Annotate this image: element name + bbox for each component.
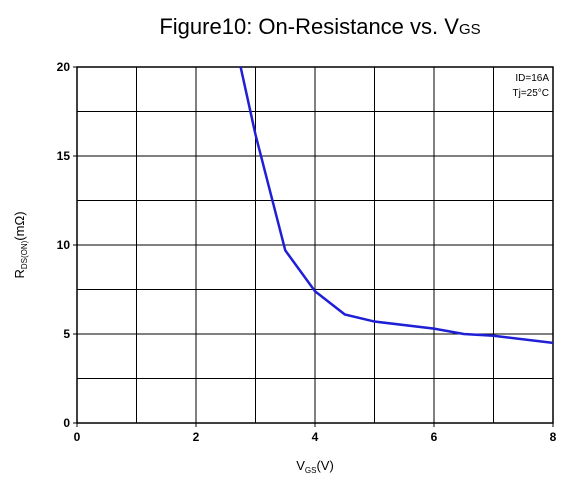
y-tick-label: 0 xyxy=(63,416,70,430)
x-tick-label: 8 xyxy=(550,430,557,444)
x-axis-label: VGS(V) xyxy=(296,458,334,475)
x-label-unit: (V) xyxy=(316,458,333,473)
x-label-main: V xyxy=(296,458,305,473)
plot-frame xyxy=(76,66,554,424)
y-axis-label: RDS(ON)(mΩ) xyxy=(12,211,29,278)
annotation: Tj=25°C xyxy=(512,88,549,99)
x-tick-label: 4 xyxy=(312,430,319,444)
y-tick-label: 20 xyxy=(57,60,71,74)
chart-title: Figure10: On-Resistance vs. VGS xyxy=(159,14,480,39)
y-label-unit: (mΩ) xyxy=(12,211,27,240)
y-label-main: R xyxy=(12,269,27,278)
y-tick-label: 5 xyxy=(63,327,70,341)
y-tick-label: 15 xyxy=(57,149,71,163)
data-line xyxy=(239,67,553,345)
annotation: ID=16A xyxy=(515,73,549,84)
title-sub: GS xyxy=(459,21,481,38)
x-label-sub: GS xyxy=(305,466,317,475)
x-tick-label: 0 xyxy=(74,430,81,444)
y-tick-label: 10 xyxy=(57,238,71,252)
x-tick-label: 2 xyxy=(193,430,200,444)
x-tick-label: 6 xyxy=(431,430,438,444)
y-label-sub: DS(ON) xyxy=(20,240,29,269)
title-main: Figure10: On-Resistance vs. V xyxy=(159,14,459,39)
